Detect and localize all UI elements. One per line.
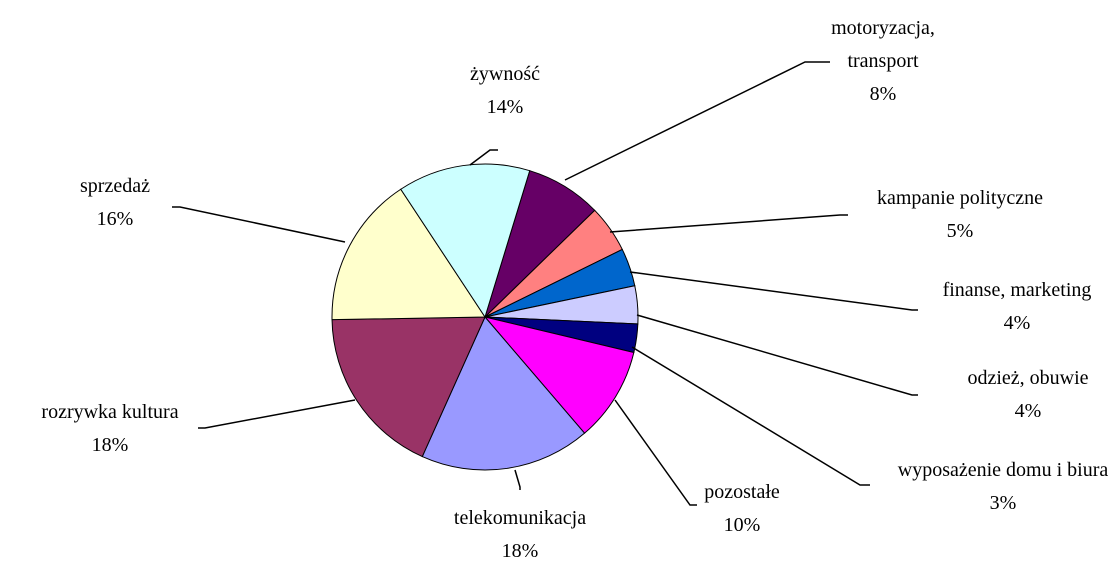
leader-line [172,206,346,243]
slice-value: 4% [1003,312,1031,334]
data-label: żywność 14% [435,58,575,124]
leader-line [636,314,918,396]
pie-slice [331,316,486,458]
slice-name: wyposażenie domu i biura [897,459,1109,481]
slice-value: 5% [946,220,974,242]
leader-line [609,214,848,233]
data-label: rozrywka kultura 18% [10,396,210,462]
slice-value: 10% [723,514,761,536]
leader-line [514,469,521,490]
slice-value: 18% [91,434,129,456]
leader-line [614,399,697,506]
leader-line [564,61,830,181]
pie-slice [421,316,586,471]
data-label: wyposażenie domu i biura 3% [883,454,1117,520]
slice-name: pozostałe [704,481,780,503]
data-label: kampanie polityczne 5% [840,182,1080,248]
slice-name: rozrywka kultura [41,401,179,423]
slice-value: 3% [989,492,1017,514]
slice-name: kampanie polityczne [876,187,1044,209]
slice-value: 18% [501,540,539,562]
pie-slice [483,316,635,434]
slice-value: 14% [486,96,524,118]
data-label: finanse, marketing 4% [917,274,1117,340]
data-label: odzież, obuwie 4% [938,362,1117,428]
leader-line [629,271,918,311]
slice-name: telekomunikacja [453,507,587,529]
data-label: pozostałe 10% [672,476,812,542]
slice-value: 4% [1014,400,1042,422]
data-label: sprzedaż 16% [45,170,185,236]
leader-line [198,399,356,429]
chart: motoryzacja, transport 8% kampanie polityc… [10,12,1117,562]
data-label: motoryzacja, transport 8% [798,12,968,111]
slice-name: sprzedaż [80,175,150,197]
slice-name: motoryzacja, transport [831,17,935,72]
pie-slice [331,188,486,321]
slice-name: finanse, marketing [942,279,1092,301]
slice-name: żywność [470,63,540,85]
slice-name: odzież, obuwie [967,367,1089,389]
data-label: telekomunikacja 18% [420,502,620,568]
slice-value: 16% [96,208,134,230]
pie-chart [172,61,918,506]
leader-line [469,149,498,166]
pie-slice [400,163,531,319]
slice-value: 8% [869,83,897,105]
leader-line [631,346,870,486]
